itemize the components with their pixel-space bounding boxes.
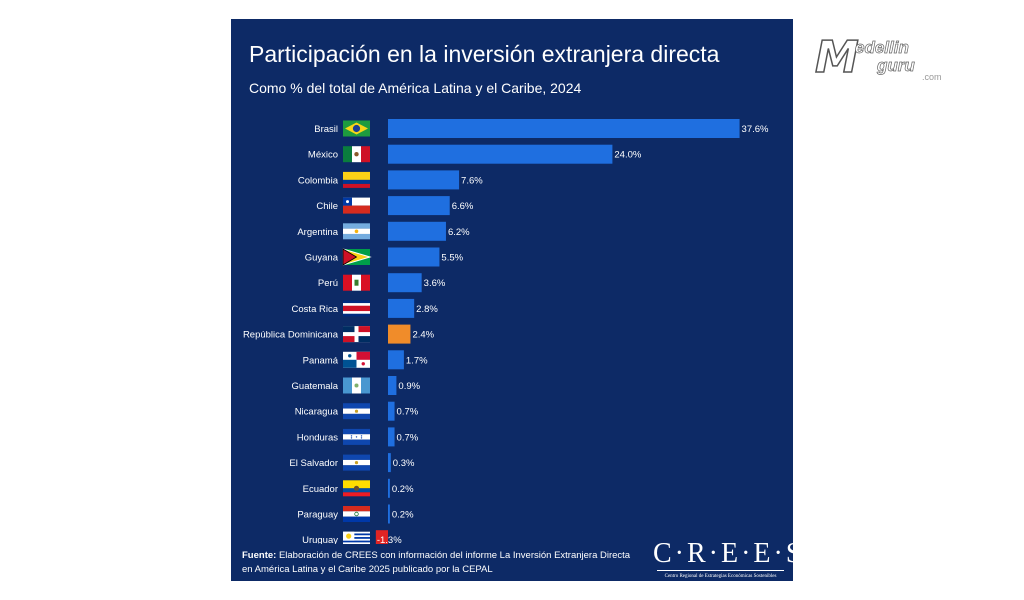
data-label: 0.7% — [397, 432, 419, 443]
category-label: El Salvador — [289, 458, 338, 469]
data-label: -1.3% — [377, 535, 402, 544]
data-label: 1.7% — [406, 355, 428, 366]
data-label: 6.2% — [448, 227, 470, 238]
bar — [388, 144, 613, 164]
nicaragua-flag-icon — [343, 403, 370, 420]
bar — [388, 350, 404, 370]
data-label: 5.5% — [441, 253, 463, 264]
chart-subtitle: Como % del total de América Latina y el … — [249, 80, 582, 96]
bar — [388, 478, 390, 498]
bar — [388, 504, 390, 524]
el-salvador-flag-icon — [343, 454, 370, 471]
bar — [388, 119, 740, 138]
bar — [388, 273, 422, 293]
argentina-flag-icon — [343, 223, 370, 240]
watermark-letter: M — [814, 32, 859, 83]
category-label: Honduras — [297, 432, 338, 443]
peru-flag-icon — [343, 274, 370, 291]
panama-flag-icon — [343, 351, 370, 368]
uruguay-flag-icon — [343, 531, 370, 544]
ecuador-flag-icon — [343, 480, 370, 497]
paraguay-flag-icon — [343, 506, 370, 522]
category-label: México — [308, 150, 338, 161]
category-label: Argentina — [297, 227, 338, 238]
bar-chart: Brasil 37.6% México 24.0% Colombia 7.6% Chile 6… — [243, 119, 769, 544]
medellin-guru-watermark: M edellin guru .com — [814, 32, 955, 86]
category-label: Brasil — [314, 124, 338, 135]
colombia-flag-icon — [343, 171, 370, 188]
bar — [388, 170, 460, 190]
bar — [388, 376, 397, 395]
watermark-line1: edellin — [855, 38, 910, 58]
category-label: Paraguay — [297, 510, 338, 521]
honduras-flag-icon — [343, 428, 370, 445]
crees-logo-tagline: Centro Regional de Estrategias Económica… — [664, 574, 777, 579]
costa-rica-flag-icon — [343, 300, 370, 317]
bar — [388, 401, 395, 421]
data-label: 2.8% — [416, 304, 438, 315]
crees-logo: C·R·E·E·S Centro Regional de Estrategias… — [653, 538, 805, 580]
data-label: 6.6% — [452, 201, 474, 212]
crees-logo-rule — [657, 570, 784, 571]
source-label: Fuente: — [242, 550, 277, 561]
bar — [388, 453, 391, 473]
chile-flag-icon — [343, 197, 370, 214]
brazil-flag-icon — [343, 120, 370, 137]
category-label: Panamá — [303, 355, 339, 366]
watermark-line2: guru — [877, 56, 915, 76]
category-label: Perú — [318, 278, 338, 289]
bar — [388, 324, 411, 344]
bar — [375, 530, 388, 544]
data-label: 24.0% — [614, 150, 641, 161]
category-label: Costa Rica — [292, 304, 339, 315]
data-label: 3.6% — [424, 278, 446, 289]
guyana-flag-icon — [342, 248, 372, 266]
category-label: Chile — [316, 201, 338, 212]
category-label: Colombia — [298, 175, 339, 186]
chart-panel: Participación en la inversión extranjera… — [231, 19, 805, 581]
category-label: República Dominicana — [243, 330, 339, 341]
bar — [388, 298, 415, 318]
mexico-flag-icon — [343, 146, 370, 163]
data-label: 0.2% — [392, 484, 414, 495]
bar — [388, 247, 440, 267]
data-label: 0.2% — [392, 510, 414, 521]
data-label: 0.7% — [397, 407, 419, 418]
data-label: 2.4% — [412, 330, 434, 341]
source-text: Elaboración de CREES con información del… — [242, 550, 631, 575]
data-label: 7.6% — [461, 175, 483, 186]
chart-title: Participación en la inversión extranjera… — [249, 41, 720, 67]
category-label: Guatemala — [292, 381, 339, 392]
guatemala-flag-icon — [343, 377, 370, 394]
source-note: Fuente: Elaboración de CREES con informa… — [242, 549, 642, 577]
dominican-republic-flag-icon — [343, 326, 370, 343]
crees-logo-name: C·R·E·E·S — [653, 538, 805, 569]
category-label: Uruguay — [302, 535, 338, 544]
bar — [388, 221, 446, 241]
bar — [388, 196, 450, 216]
data-label: 0.3% — [393, 458, 415, 469]
category-label: Nicaragua — [295, 407, 339, 418]
bar — [388, 427, 395, 447]
data-label: 37.6% — [742, 124, 769, 135]
data-label: 0.9% — [398, 381, 420, 392]
category-label: Ecuador — [303, 484, 338, 495]
category-label: Guyana — [305, 253, 339, 264]
watermark-suffix: .com — [922, 72, 942, 82]
